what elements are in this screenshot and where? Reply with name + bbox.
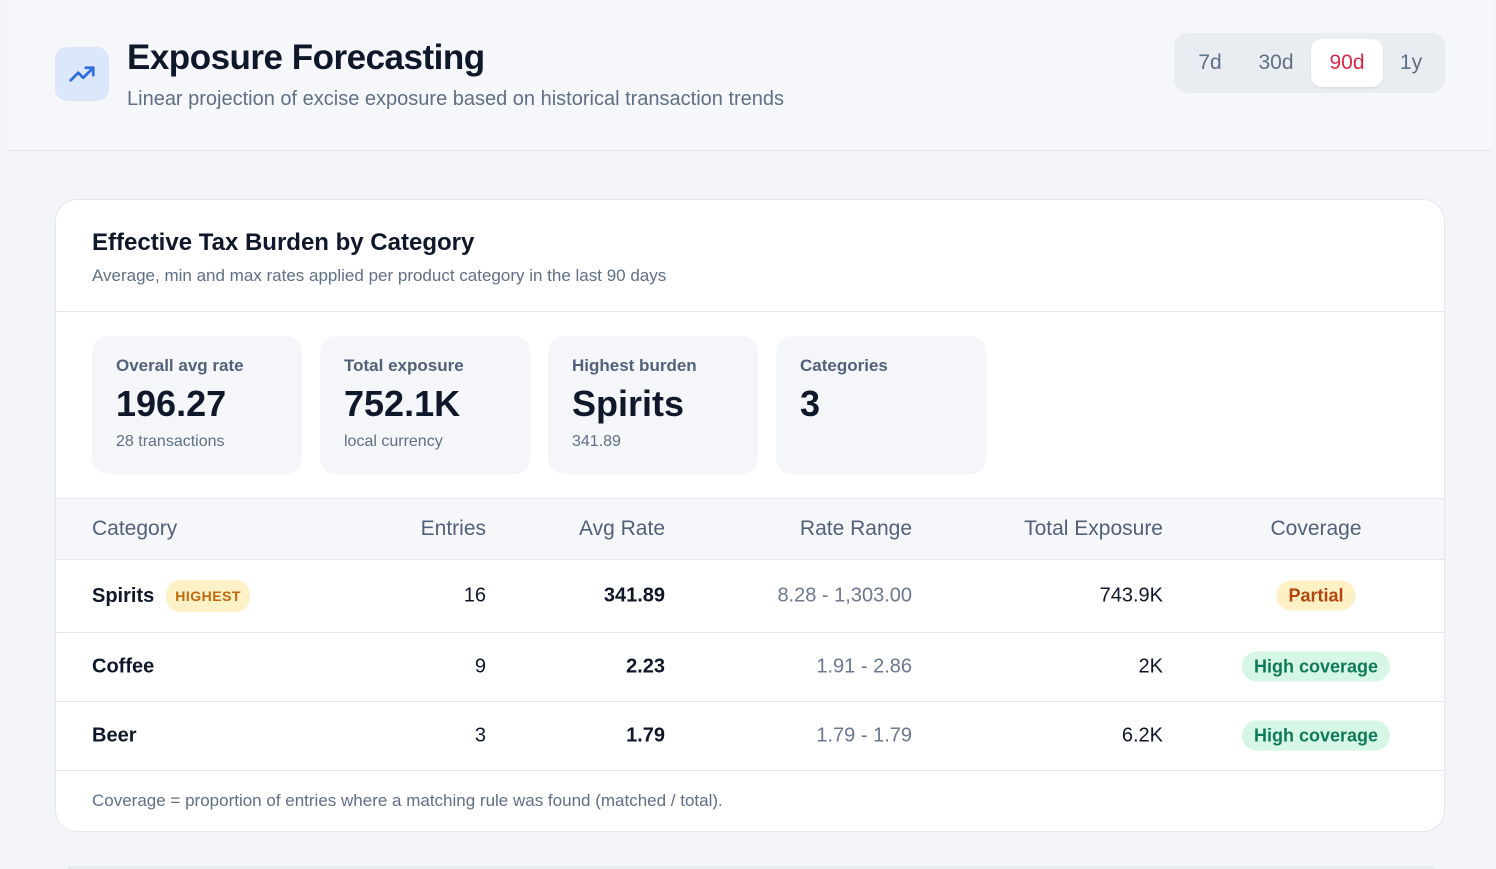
card-subtitle: Average, min and max rates applied per p… bbox=[92, 266, 667, 285]
range-30d-button[interactable]: 30d bbox=[1258, 51, 1294, 74]
avg-rate-cell: 1.79 bbox=[626, 724, 665, 747]
coverage-footnote: Coverage = proportion of entries where a… bbox=[92, 791, 723, 810]
category-cell: Beer bbox=[92, 725, 136, 748]
table-row[interactable]: Coffee 9 2.23 1.91 - 2.86 2K High covera… bbox=[56, 633, 1444, 702]
entries-cell: 9 bbox=[474, 655, 486, 678]
table-row[interactable]: Spirits HIGHEST 16 341.89 8.28 - 1,303.0… bbox=[56, 560, 1444, 633]
summary-stats: Overall avg rate 196.27 28 transactions … bbox=[92, 336, 986, 474]
rate-range-cell: 1.91 - 2.86 bbox=[816, 655, 912, 678]
next-card-edge bbox=[68, 866, 1434, 869]
stat-note: 341.89 bbox=[572, 432, 621, 450]
stat-label: Total exposure bbox=[344, 356, 464, 375]
coverage-cell: High coverage bbox=[1241, 651, 1391, 682]
card-header: Effective Tax Burden by Category Average… bbox=[56, 200, 1444, 312]
stat-label: Overall avg rate bbox=[116, 356, 244, 375]
coverage-cell: Partial bbox=[1276, 580, 1356, 611]
stat-note: 28 transactions bbox=[116, 432, 225, 450]
table-header-row: Category Entries Avg Rate Rate Range Tot… bbox=[56, 498, 1444, 560]
stat-value: 3 bbox=[800, 383, 821, 424]
category-name: Coffee bbox=[92, 655, 155, 678]
total-exposure-cell: 6.2K bbox=[1121, 724, 1163, 747]
entries-cell: 16 bbox=[463, 584, 486, 607]
avg-rate-cell: 341.89 bbox=[603, 584, 665, 607]
column-header-total-exposure[interactable]: Total Exposure bbox=[1024, 517, 1163, 540]
column-header-rate-range[interactable]: Rate Range bbox=[799, 517, 912, 540]
stat-value: 196.27 bbox=[116, 383, 227, 424]
column-header-coverage[interactable]: Coverage bbox=[1270, 517, 1362, 540]
category-name: Spirits bbox=[92, 584, 155, 607]
stat-overall-avg-rate: Overall avg rate 196.27 28 transactions bbox=[92, 336, 302, 474]
time-range-selector: 7d 30d 90d 1y bbox=[1174, 33, 1445, 93]
coverage-badge: Partial bbox=[1276, 580, 1356, 611]
range-1y-button[interactable]: 1y bbox=[1399, 51, 1423, 74]
highest-badge: HIGHEST bbox=[166, 580, 250, 612]
stat-note: local currency bbox=[344, 432, 443, 450]
column-header-category[interactable]: Category bbox=[92, 517, 178, 540]
total-exposure-cell: 743.9K bbox=[1099, 584, 1163, 607]
trending-up-icon bbox=[55, 47, 109, 101]
stat-label: Categories bbox=[800, 356, 888, 375]
stat-highest-burden: Highest burden Spirits 341.89 bbox=[548, 336, 758, 474]
table-row[interactable]: Beer 3 1.79 1.79 - 1.79 6.2K High covera… bbox=[56, 702, 1444, 771]
tax-burden-card: Effective Tax Burden by Category Average… bbox=[55, 199, 1445, 832]
page-header: Exposure Forecasting Linear projection o… bbox=[7, 0, 1493, 151]
entries-cell: 3 bbox=[474, 724, 486, 747]
category-cell: Coffee bbox=[92, 656, 154, 679]
column-header-entries[interactable]: Entries bbox=[420, 517, 486, 540]
category-cell: Spirits HIGHEST bbox=[92, 580, 250, 612]
coverage-cell: High coverage bbox=[1241, 720, 1391, 751]
page-title: Exposure Forecasting bbox=[127, 38, 485, 77]
card-title: Effective Tax Burden by Category bbox=[92, 229, 475, 256]
page-subtitle: Linear projection of excise exposure bas… bbox=[127, 88, 785, 110]
range-7d-button[interactable]: 7d bbox=[1198, 51, 1222, 74]
rate-range-cell: 8.28 - 1,303.00 bbox=[777, 584, 912, 607]
stat-value: 752.1K bbox=[344, 383, 461, 424]
category-table: Category Entries Avg Rate Rate Range Tot… bbox=[56, 498, 1444, 771]
coverage-badge: High coverage bbox=[1241, 720, 1391, 751]
coverage-badge: High coverage bbox=[1241, 651, 1391, 682]
total-exposure-cell: 2K bbox=[1138, 655, 1163, 678]
avg-rate-cell: 2.23 bbox=[626, 655, 665, 678]
stat-categories: Categories 3 bbox=[776, 336, 986, 474]
stat-label: Highest burden bbox=[572, 356, 697, 375]
category-name: Beer bbox=[92, 724, 137, 747]
rate-range-cell: 1.79 - 1.79 bbox=[816, 724, 912, 747]
column-header-avg-rate[interactable]: Avg Rate bbox=[579, 517, 665, 540]
range-90d-button[interactable]: 90d bbox=[1311, 39, 1383, 87]
stat-total-exposure: Total exposure 752.1K local currency bbox=[320, 336, 530, 474]
stat-value: Spirits bbox=[572, 383, 685, 424]
